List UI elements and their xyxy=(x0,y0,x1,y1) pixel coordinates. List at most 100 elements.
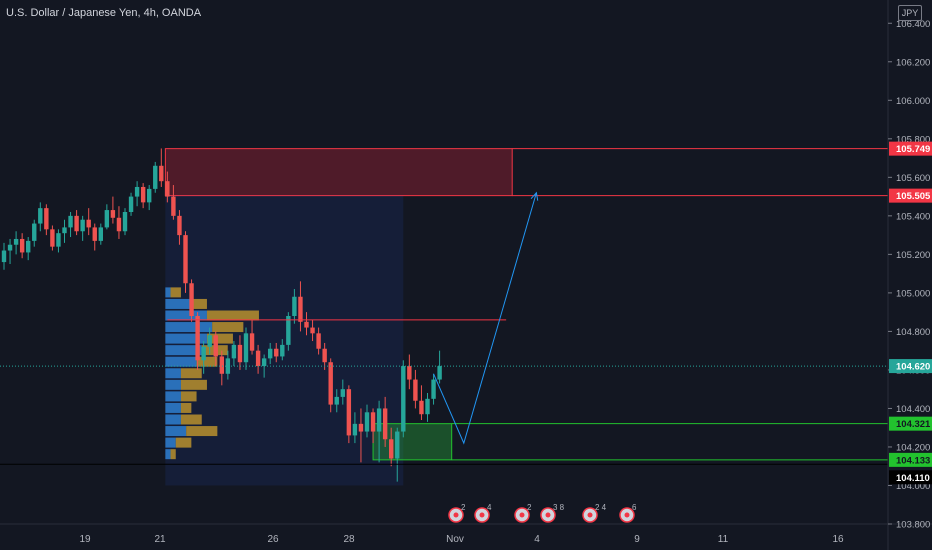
candle-body xyxy=(310,327,315,334)
candle-body xyxy=(98,227,103,241)
candle-body xyxy=(159,165,164,182)
candle-body xyxy=(104,210,110,228)
x-tick-label: 9 xyxy=(634,534,640,545)
x-tick-label: 19 xyxy=(79,534,91,545)
y-tick-label: 104.400 xyxy=(896,404,930,415)
volume-profile-down-bar xyxy=(206,310,259,321)
candle-body xyxy=(13,238,19,245)
candle-body xyxy=(268,348,273,359)
event-marker-dot xyxy=(545,512,551,518)
y-tick-label: 103.800 xyxy=(896,520,930,531)
candle-body xyxy=(153,165,158,189)
event-marker-dot xyxy=(479,512,485,518)
candle-body xyxy=(189,283,194,316)
candle-body xyxy=(140,186,146,203)
volume-profile-down-bar xyxy=(170,287,181,298)
volume-profile-down-bar xyxy=(212,322,244,333)
y-tick-label: 104.000 xyxy=(896,481,930,492)
y-tick-label: 105.600 xyxy=(896,173,930,184)
event-marker-count: 2 4 xyxy=(595,503,607,512)
candle-body xyxy=(231,344,237,359)
candle-body xyxy=(195,316,200,361)
candle-body xyxy=(19,238,25,253)
candle-body xyxy=(304,321,309,328)
y-tick-label: 105.200 xyxy=(896,250,930,261)
volume-profile-down-bar xyxy=(170,449,176,460)
y-tick-label: 106.000 xyxy=(896,96,930,107)
candle-body xyxy=(219,356,224,374)
candle-body xyxy=(207,335,212,347)
projection-path xyxy=(433,192,537,445)
candle-body xyxy=(122,212,128,232)
volume-profile-down-bar xyxy=(180,379,207,390)
event-marker-count: 2 xyxy=(461,503,466,512)
candle-body xyxy=(134,186,140,197)
candle-body xyxy=(243,333,249,363)
candle-body xyxy=(389,439,394,459)
chart-title: U.S. Dollar / Japanese Yen, 4h, OANDA xyxy=(6,7,202,19)
event-marker-count: 2 xyxy=(527,503,532,512)
volume-profile-up-bar xyxy=(165,322,213,333)
candle-body xyxy=(370,412,376,432)
projection-arrowhead xyxy=(530,191,539,201)
volume-profile-down-bar xyxy=(191,298,207,309)
volume-profile-up-bar xyxy=(165,414,181,425)
candle-body xyxy=(165,181,170,197)
candle-body xyxy=(255,350,261,367)
x-tick-label: 16 xyxy=(832,534,844,545)
candle-body xyxy=(56,233,61,247)
candle-body xyxy=(225,358,231,374)
price-label-bg xyxy=(889,470,932,485)
candle-body xyxy=(431,379,436,399)
candle-body xyxy=(1,250,7,263)
price-label: 105.749 xyxy=(896,144,930,155)
price-label-bg xyxy=(889,188,932,203)
candle-body xyxy=(292,296,297,316)
volume-profile-down-bar xyxy=(186,426,218,437)
candle-body xyxy=(413,379,418,401)
price-label-bg xyxy=(889,359,932,374)
candle-body xyxy=(237,344,243,363)
volume-profile-down-bar xyxy=(180,368,202,379)
volume-profile-up-bar xyxy=(165,368,181,379)
candle-body xyxy=(407,366,412,380)
price-label: 104.321 xyxy=(896,419,931,430)
candle-body xyxy=(376,408,382,432)
candle-body xyxy=(128,196,134,212)
candle-body xyxy=(110,210,116,218)
volume-profile-up-bar xyxy=(165,345,202,356)
candle-body xyxy=(437,366,442,380)
y-tick-label: 104.800 xyxy=(896,327,930,338)
volume-profile-up-bar xyxy=(165,449,171,460)
volume-profile-up-bar xyxy=(165,333,207,344)
volume-profile-up-bar xyxy=(165,426,187,437)
candle-body xyxy=(7,244,13,251)
candle-body xyxy=(68,215,73,228)
y-tick-label: 105.800 xyxy=(896,134,930,145)
volume-profile-up-bar xyxy=(165,310,207,321)
volume-profile-up-bar xyxy=(165,356,197,367)
supply-zone xyxy=(164,148,513,197)
event-marker-dot xyxy=(453,512,459,518)
candle-body xyxy=(280,344,285,357)
candle-body xyxy=(395,431,400,459)
x-tick-label: 28 xyxy=(343,534,355,545)
candle-body xyxy=(171,196,176,216)
price-label-bg xyxy=(889,141,932,156)
volume-profile-up-bar xyxy=(165,402,181,413)
candle-body xyxy=(419,400,424,415)
candle-body xyxy=(322,348,327,363)
candle-body xyxy=(62,227,67,234)
candle-body xyxy=(86,219,91,228)
candle-body xyxy=(92,227,97,241)
candle-body xyxy=(26,240,31,253)
candle-body xyxy=(298,296,303,322)
x-tick-label: 4 xyxy=(534,534,540,545)
candle-body xyxy=(147,188,152,203)
candle-body xyxy=(213,335,218,357)
volume-profile-up-bar xyxy=(165,379,181,390)
currency-badge[interactable]: JPY xyxy=(898,5,922,21)
y-tick-label: 104.200 xyxy=(896,442,930,453)
volume-profile-down-bar xyxy=(180,414,202,425)
